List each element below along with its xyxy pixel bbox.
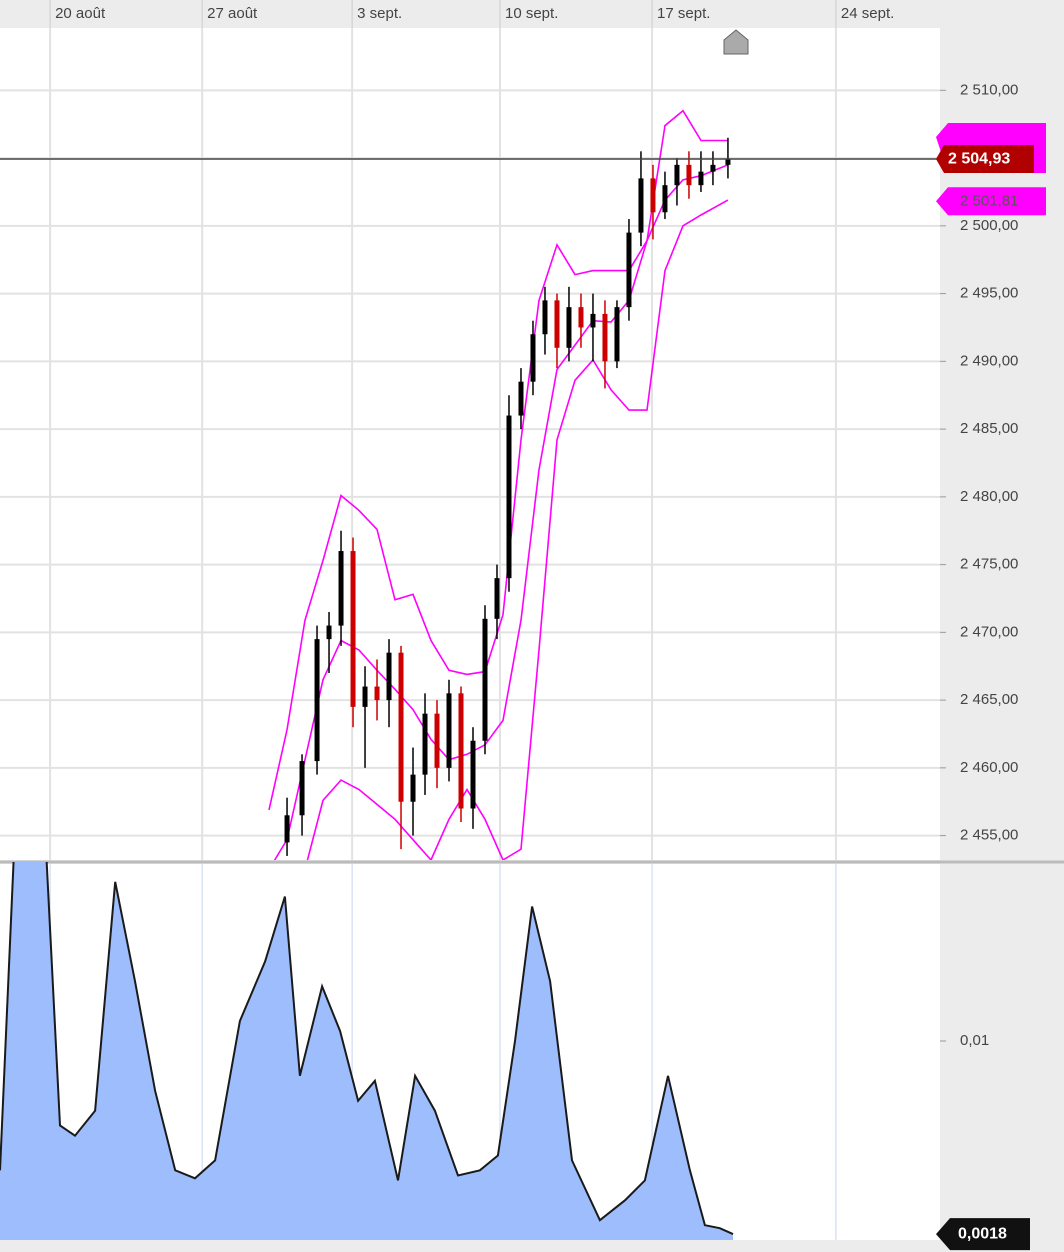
candle-body — [650, 178, 656, 213]
candle-body — [362, 686, 368, 707]
y-tick-label: 0,01 — [960, 1032, 989, 1049]
x-tick-label: 24 sept. — [841, 5, 894, 22]
x-tick-label: 3 sept. — [357, 5, 402, 22]
indicator-plot — [0, 862, 837, 1240]
candle-body — [542, 300, 548, 335]
candle-body — [482, 618, 488, 741]
candle-body — [578, 307, 584, 328]
y-tick-label: 2 470,00 — [960, 623, 1018, 640]
last-value-box — [936, 1218, 1030, 1251]
candle-body — [602, 313, 608, 362]
band-label-box — [936, 187, 1046, 216]
y-tick-label: 2 495,00 — [960, 285, 1018, 302]
y-tick-label: 2 460,00 — [960, 759, 1018, 776]
candle-body — [725, 159, 731, 165]
candle-body — [710, 164, 716, 172]
x-tick-label: 27 août — [207, 5, 258, 22]
candle-body — [446, 693, 452, 768]
candle-body — [398, 652, 404, 802]
candle-body — [299, 761, 305, 816]
candle-body — [590, 313, 596, 328]
x-tick-label: 10 sept. — [505, 5, 558, 22]
band-upper — [268, 109, 728, 811]
area-line — [0, 862, 734, 1236]
x-tick-label: 17 sept. — [657, 5, 710, 22]
candle-body — [422, 713, 428, 775]
y-tick-label: 2 490,00 — [960, 352, 1018, 369]
candle-body — [374, 686, 380, 701]
candle-body — [470, 740, 476, 809]
candle-body — [626, 232, 632, 308]
time-marker — [723, 29, 749, 55]
candle-body — [458, 693, 464, 809]
candle-body — [506, 415, 512, 579]
last-price-label: 2 504,93 — [948, 150, 1010, 167]
y-tick-label: 2 480,00 — [960, 488, 1018, 505]
candle-body — [314, 639, 320, 762]
axes: 20 août 27 août 3 sept. 10 sept. 17 sept. 24 … — [49, 0, 1046, 1251]
band-label: 2 501,81 — [960, 192, 1018, 209]
price-panel — [0, 28, 940, 860]
price-plot — [0, 28, 940, 860]
band-lower — [306, 199, 729, 860]
candle-body — [284, 815, 290, 843]
area-fill — [0, 862, 734, 1240]
y-tick-label: 2 455,00 — [960, 827, 1018, 844]
candle-body — [614, 307, 620, 362]
y-tick-label: 2 485,00 — [960, 420, 1018, 437]
y-tick-label: 2 465,00 — [960, 691, 1018, 708]
candle-body — [410, 774, 416, 802]
last-value-label: 0,0018 — [958, 1225, 1007, 1242]
candle-body — [698, 171, 704, 186]
y-tick-label: 2 500,00 — [960, 217, 1018, 234]
candle-body — [674, 164, 680, 186]
candle-body — [386, 652, 392, 701]
candle-body — [326, 625, 332, 640]
candle-body — [686, 164, 692, 186]
candle-body — [530, 334, 536, 382]
candle-body — [566, 307, 572, 348]
candle-body — [350, 551, 356, 707]
band-middle — [273, 164, 729, 860]
candle-body — [338, 551, 344, 626]
candle-body — [638, 178, 644, 233]
candle-body — [662, 185, 668, 213]
y-tick-label: 2 475,00 — [960, 556, 1018, 573]
candle-body — [434, 713, 440, 768]
candle-body — [518, 381, 524, 416]
candle-body — [554, 300, 560, 348]
y-tick-label: 2 510,00 — [960, 81, 1018, 98]
x-tick-label: 20 août — [55, 5, 106, 22]
candle-body — [494, 578, 500, 619]
last-price-box — [936, 145, 1034, 174]
